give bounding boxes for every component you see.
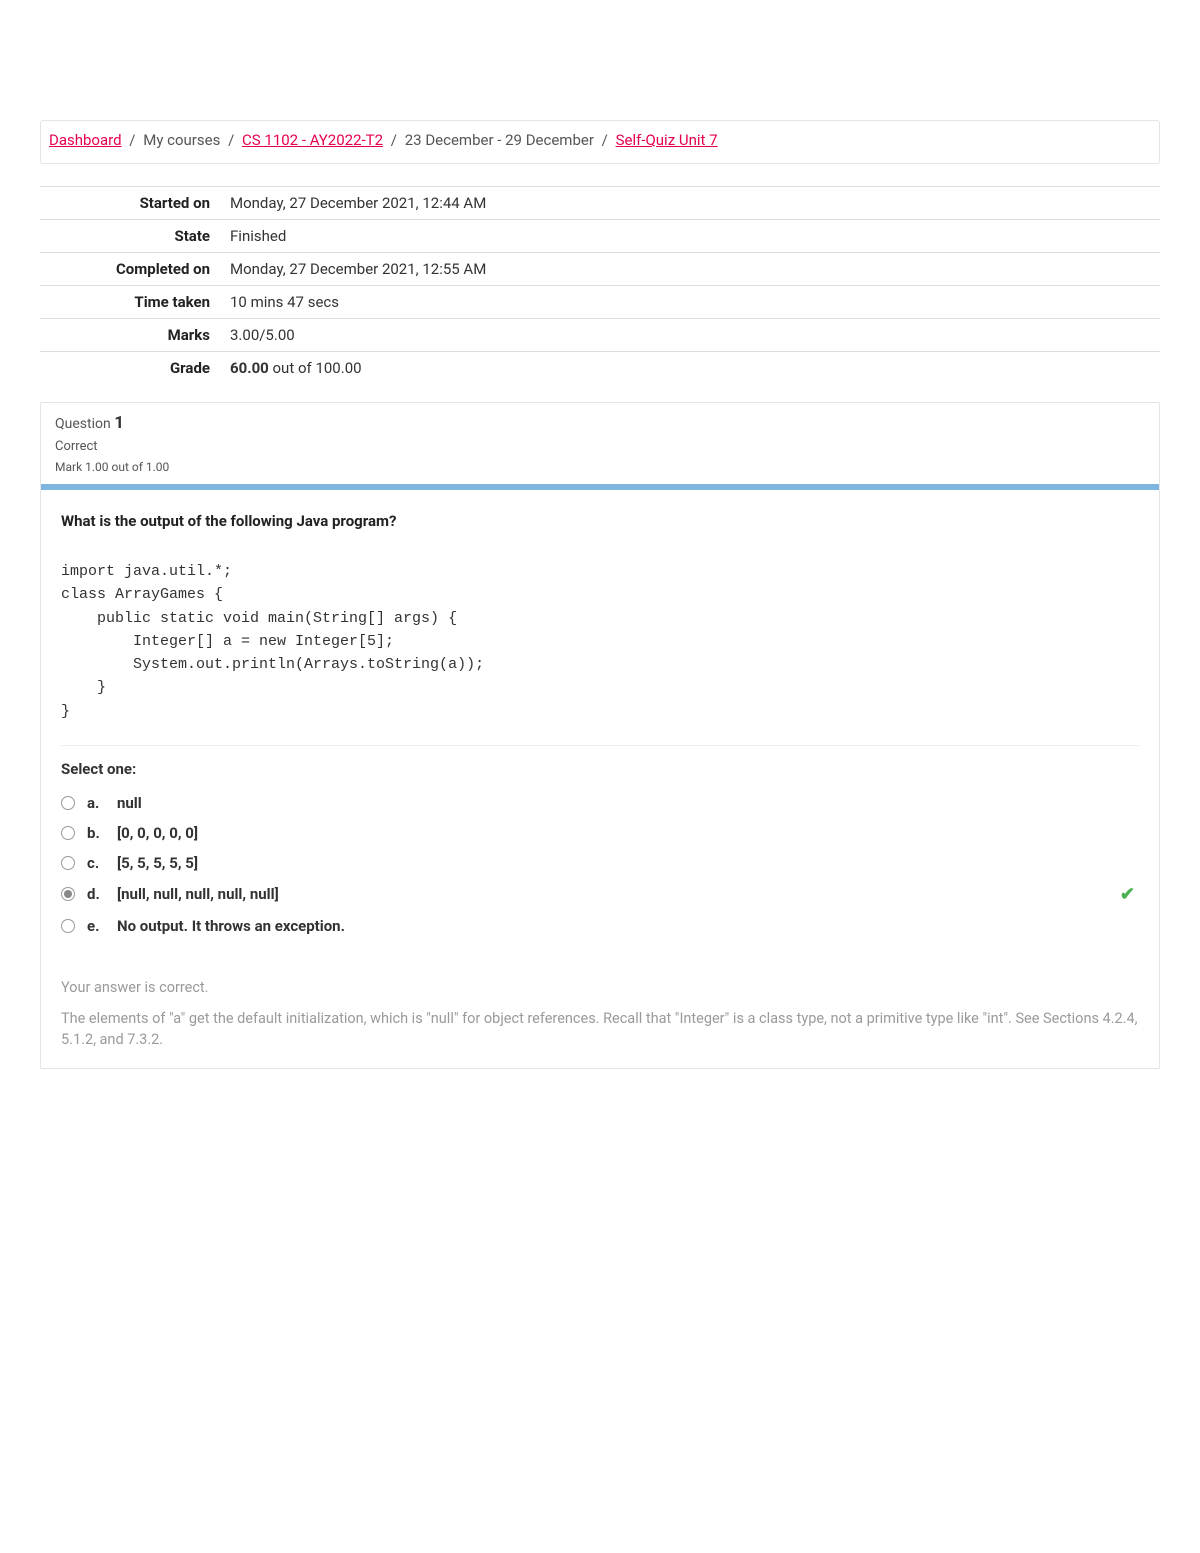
summary-value: Monday, 27 December 2021, 12:55 AM xyxy=(220,253,1160,286)
feedback-explanation: The elements of "a" get the default init… xyxy=(61,1008,1139,1050)
option-text: [0, 0, 0, 0, 0] xyxy=(117,824,1139,842)
question-number-value: 1 xyxy=(114,413,124,433)
option-letter: d. xyxy=(87,885,105,903)
option-radio[interactable] xyxy=(61,919,75,933)
feedback-correct-line: Your answer is correct. xyxy=(61,977,1139,998)
breadcrumb-quiz-link[interactable]: Self-Quiz Unit 7 xyxy=(616,131,718,149)
option-text: null xyxy=(117,794,1139,812)
summary-label: Completed on xyxy=(40,253,220,286)
breadcrumb-separator: / xyxy=(129,131,135,149)
breadcrumb-separator: / xyxy=(391,131,397,149)
check-icon: ✔ xyxy=(1120,884,1135,905)
summary-row-state: State Finished xyxy=(40,220,1160,253)
option-text: No output. It throws an exception. xyxy=(117,917,1139,935)
breadcrumb-course-link[interactable]: CS 1102 - AY2022-T2 xyxy=(242,131,383,149)
options-divider xyxy=(61,745,1139,746)
option-letter: a. xyxy=(87,794,105,812)
option-row[interactable]: e. No output. It throws an exception. xyxy=(61,911,1139,941)
summary-value: 10 mins 47 secs xyxy=(220,286,1160,319)
option-radio[interactable] xyxy=(61,796,75,810)
option-radio[interactable] xyxy=(61,856,75,870)
summary-row-grade: Grade 60.00 out of 100.00 xyxy=(40,352,1160,385)
summary-label: State xyxy=(40,220,220,253)
question-box: Question 1 Correct Mark 1.00 out of 1.00… xyxy=(40,402,1160,1069)
options-list: a. null b. [0, 0, 0, 0, 0] c. [5, 5, 5, 5, 5]… xyxy=(61,788,1139,941)
question-label: Question xyxy=(55,416,111,432)
option-text: [null, null, null, null, null] xyxy=(117,885,1120,903)
summary-row-started: Started on Monday, 27 December 2021, 12:… xyxy=(40,187,1160,220)
option-row[interactable]: d. [null, null, null, null, null]✔ xyxy=(61,878,1139,911)
breadcrumb: Dashboard / My courses / CS 1102 - AY202… xyxy=(40,120,1160,164)
breadcrumb-my-courses: My courses xyxy=(143,131,220,149)
question-header: Question 1 Correct Mark 1.00 out of 1.00 xyxy=(41,403,1159,484)
quiz-summary-table: Started on Monday, 27 December 2021, 12:… xyxy=(40,186,1160,384)
option-row[interactable]: a. null xyxy=(61,788,1139,818)
summary-value: Finished xyxy=(220,220,1160,253)
option-radio[interactable] xyxy=(61,826,75,840)
option-radio[interactable] xyxy=(61,887,75,901)
grade-suffix: out of 100.00 xyxy=(269,359,362,377)
breadcrumb-separator: / xyxy=(228,131,234,149)
summary-label: Started on xyxy=(40,187,220,220)
option-row[interactable]: c. [5, 5, 5, 5, 5] xyxy=(61,848,1139,878)
summary-value: 60.00 out of 100.00 xyxy=(220,352,1160,385)
quiz-review-page: Dashboard / My courses / CS 1102 - AY202… xyxy=(0,0,1200,1109)
select-one-label: Select one: xyxy=(61,760,1139,778)
summary-label: Grade xyxy=(40,352,220,385)
summary-label: Time taken xyxy=(40,286,220,319)
question-body: What is the output of the following Java… xyxy=(41,490,1159,1068)
option-letter: b. xyxy=(87,824,105,842)
option-letter: e. xyxy=(87,917,105,935)
question-number: Question 1 xyxy=(55,413,1145,433)
summary-label: Marks xyxy=(40,319,220,352)
breadcrumb-dashboard-link[interactable]: Dashboard xyxy=(49,131,122,149)
question-feedback: Your answer is correct. The elements of … xyxy=(61,977,1139,1050)
summary-row-marks: Marks 3.00/5.00 xyxy=(40,319,1160,352)
option-text: [5, 5, 5, 5, 5] xyxy=(117,854,1139,872)
summary-row-time-taken: Time taken 10 mins 47 secs xyxy=(40,286,1160,319)
question-mark: Mark 1.00 out of 1.00 xyxy=(55,460,1145,474)
summary-value: 3.00/5.00 xyxy=(220,319,1160,352)
question-status: Correct xyxy=(55,439,1145,454)
option-letter: c. xyxy=(87,854,105,872)
breadcrumb-separator: / xyxy=(602,131,608,149)
summary-row-completed: Completed on Monday, 27 December 2021, 1… xyxy=(40,253,1160,286)
breadcrumb-week: 23 December - 29 December xyxy=(405,131,594,149)
question-code: import java.util.*; class ArrayGames { p… xyxy=(61,560,1139,723)
question-prompt: What is the output of the following Java… xyxy=(61,512,1139,530)
summary-value: Monday, 27 December 2021, 12:44 AM xyxy=(220,187,1160,220)
option-row[interactable]: b. [0, 0, 0, 0, 0] xyxy=(61,818,1139,848)
grade-value: 60.00 xyxy=(230,359,269,377)
